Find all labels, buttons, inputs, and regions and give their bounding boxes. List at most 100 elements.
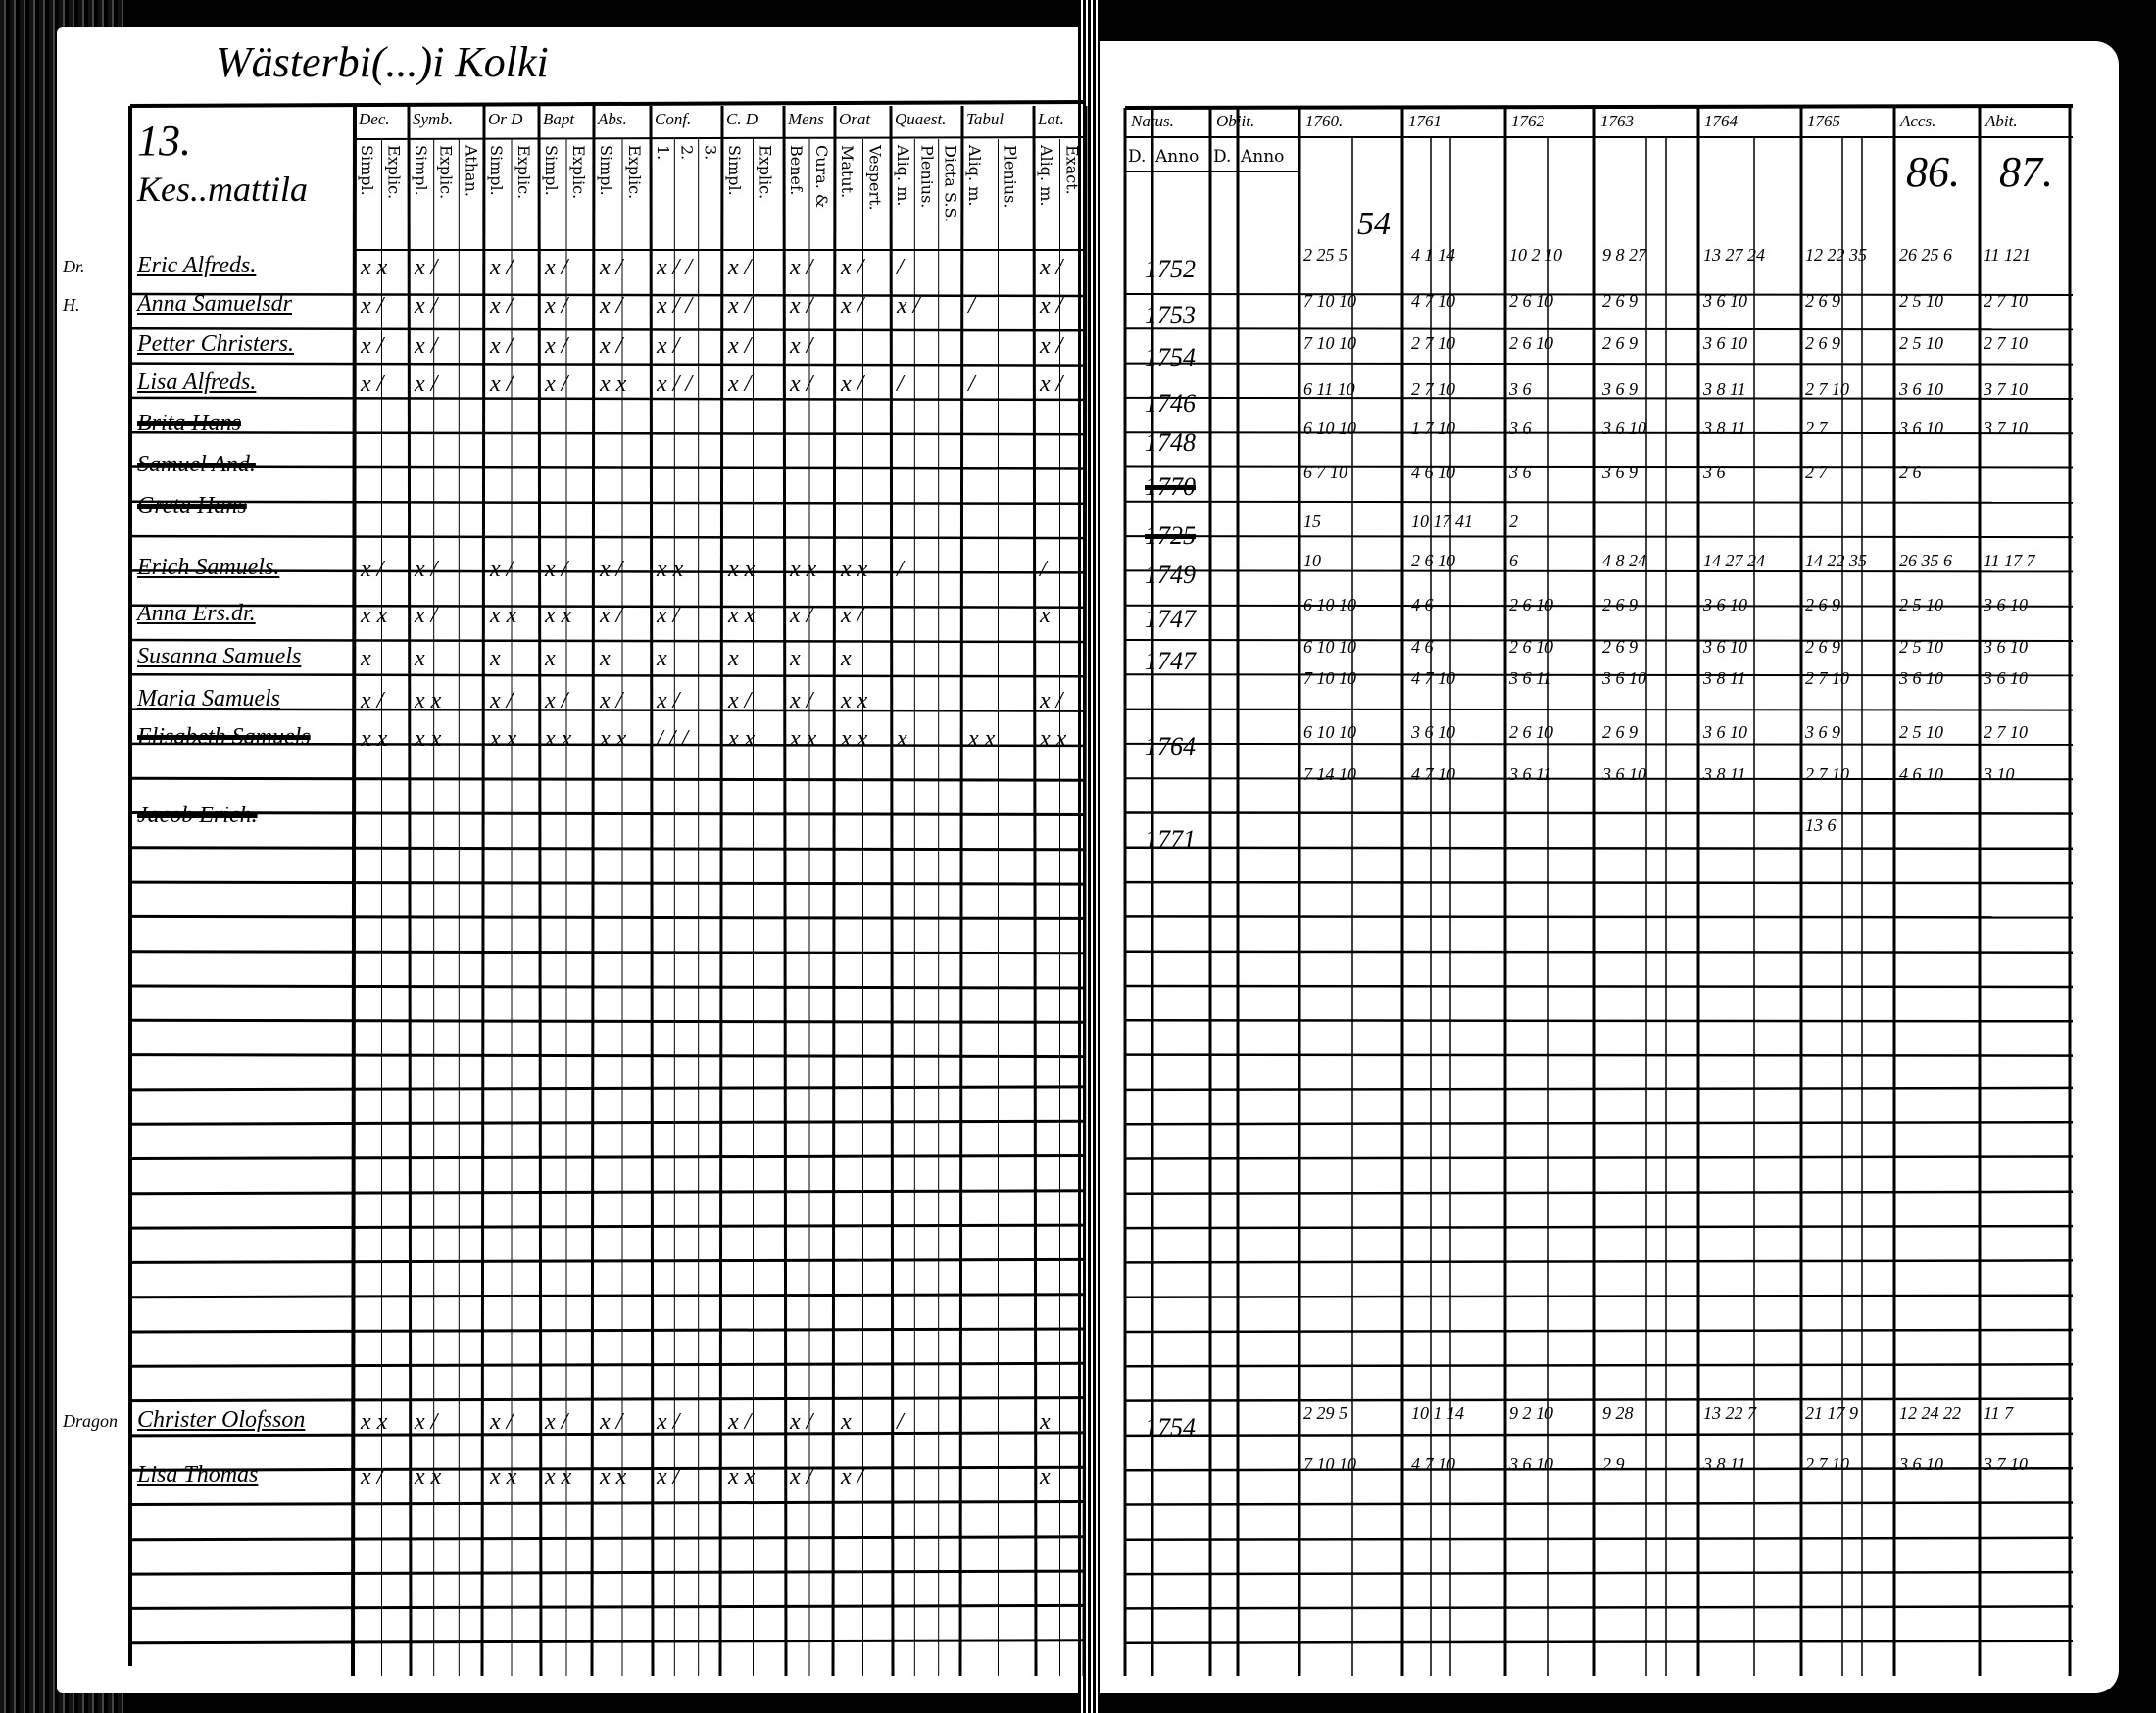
ruled-line <box>129 776 1087 782</box>
column-divider <box>407 105 413 1677</box>
ruled-line <box>1124 327 2074 331</box>
ruled-line <box>1124 1570 2074 1576</box>
table-top-border <box>1124 104 2074 110</box>
birth-year: 1725 <box>1145 521 1196 550</box>
catechism-mark: x x <box>600 1464 627 1490</box>
catechism-mark: x / <box>790 255 813 280</box>
household-number: 13. <box>137 117 191 165</box>
catechism-mark: / <box>897 557 904 582</box>
exam-score: 12 24 22 <box>1899 1403 1961 1423</box>
ruled-line <box>1124 950 2074 954</box>
catechism-mark: x / <box>728 371 752 397</box>
column-subheader: Plenius. <box>917 145 937 209</box>
ruled-line <box>1124 1536 2074 1542</box>
abit-page-number: 87. <box>1999 148 2053 196</box>
exam-score: 2 7 10 <box>1805 1454 1849 1474</box>
catechism-mark: x <box>841 1409 852 1435</box>
ruled-line <box>1124 984 2074 989</box>
catechism-mark: x <box>841 646 852 671</box>
catechism-mark: x / <box>657 1409 680 1435</box>
catechism-mark: x x <box>490 603 517 628</box>
exam-score: 3 6 10 <box>1899 379 1943 399</box>
exam-score: 2 9 <box>1602 1454 1625 1474</box>
column-subheader: 2. <box>677 145 697 161</box>
exam-score: 6 10 10 <box>1303 637 1356 657</box>
catechism-mark: x / <box>1040 255 1063 280</box>
exam-score: 3 6 10 <box>1602 764 1646 784</box>
exam-score: 3 7 10 <box>1984 1454 2028 1474</box>
exam-score: 26 35 6 <box>1899 551 1952 570</box>
catechism-mark: x / <box>600 603 623 628</box>
catechism-mark: x x <box>415 688 442 713</box>
column-subheader: Aliq. m. <box>965 145 984 207</box>
person-name: Brita Hans <box>137 411 242 436</box>
birth-year: 1770 <box>1145 472 1196 501</box>
exam-score: 2 6 10 <box>1509 722 1553 742</box>
catechism-mark: x / <box>415 293 438 318</box>
column-divider <box>782 105 788 1677</box>
ruled-line <box>129 1639 1087 1645</box>
ruled-line <box>1124 742 2074 746</box>
catechism-mark: x <box>657 646 667 671</box>
ruled-line <box>1124 569 2074 573</box>
table-top-border <box>129 100 1087 108</box>
catechism-mark: x / / <box>657 255 692 280</box>
ruled-line <box>129 1396 1087 1403</box>
catechism-mark: x / <box>490 1409 514 1435</box>
column-header: Tabul <box>966 110 1004 128</box>
exam-score: 3 6 9 <box>1805 722 1840 742</box>
exam-score: 4 6 10 <box>1411 463 1455 482</box>
birth-year: 1749 <box>1145 561 1196 589</box>
ruled-line <box>129 534 1087 540</box>
catechism-mark: x / <box>728 688 752 713</box>
catechism-mark: / <box>968 293 975 318</box>
ruled-line <box>1124 1120 2074 1126</box>
catechism-mark: x / <box>790 371 813 397</box>
exam-score: 2 6 9 <box>1602 291 1638 311</box>
person-name: Lisa Alfreds. <box>137 369 257 395</box>
column-header: Natus. <box>1131 112 1174 130</box>
catechism-mark: x x <box>545 726 572 752</box>
accs-page-number: 86. <box>1906 148 1960 196</box>
exam-score: 3 6 10 <box>1509 1454 1553 1474</box>
row-status-note: Dr. <box>63 257 85 276</box>
ruled-line <box>1124 500 2074 504</box>
exam-score: 2 6 9 <box>1805 637 1840 657</box>
exam-score: 2 6 10 <box>1509 595 1553 614</box>
catechism-mark: x x <box>728 603 756 628</box>
exam-score: 3 6 10 <box>1703 333 1747 353</box>
birth-year: 1746 <box>1145 389 1196 417</box>
catechism-mark: x / <box>415 371 438 397</box>
exam-score: 13 27 24 <box>1703 245 1765 265</box>
catechism-mark: x x <box>361 1409 388 1435</box>
catechism-mark: x <box>728 646 739 671</box>
birth-year: 1747 <box>1145 605 1196 633</box>
exam-score: 3 6 10 <box>1899 1454 1943 1474</box>
exam-score: 2 25 5 <box>1303 245 1348 265</box>
column-subheader: Vespert. <box>865 145 885 211</box>
ruled-line <box>129 811 1087 816</box>
column-divider <box>718 105 724 1677</box>
person-name: Anna Ers.dr. <box>137 601 256 626</box>
catechism-mark: x / <box>545 557 568 582</box>
catechism-mark: x <box>600 646 611 671</box>
exam-score: 3 6 <box>1703 463 1726 482</box>
exam-score: 4 6 <box>1411 637 1434 657</box>
person-name: Samuel And. <box>137 452 256 477</box>
column-subheader: D. <box>1128 147 1147 167</box>
catechism-mark: x / <box>657 1464 680 1490</box>
header-divider <box>354 136 1087 140</box>
person-name: Jacob Erich. <box>137 803 258 828</box>
exam-score: 2 7 10 <box>1984 291 2028 311</box>
catechism-mark: x / <box>545 371 568 397</box>
column-header: Orat <box>839 110 871 128</box>
ruled-line <box>1124 1328 2074 1334</box>
column-subheader: Dicta S.S. <box>941 145 960 222</box>
column-divider <box>889 105 895 1677</box>
exam-score: 26 25 6 <box>1899 245 1952 265</box>
ruled-line <box>129 604 1087 609</box>
column-divider <box>590 105 596 1677</box>
exam-score: 2 6 9 <box>1602 595 1638 614</box>
ruled-line <box>1124 1640 2074 1644</box>
ruled-line <box>129 1500 1087 1506</box>
